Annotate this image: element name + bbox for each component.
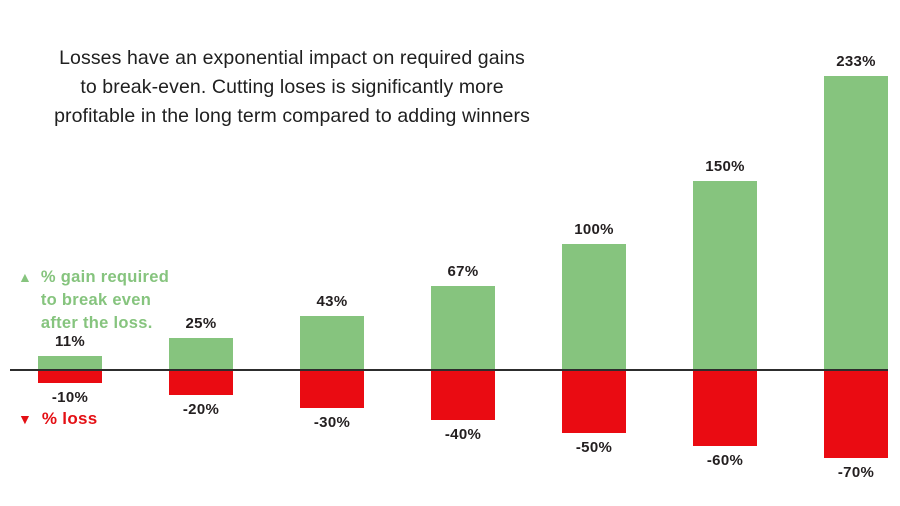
- gain-bar: [693, 181, 757, 370]
- legend-gain-line: to break even: [40, 291, 152, 309]
- legend-loss-label: % loss: [41, 409, 98, 428]
- loss-value-label: -70%: [837, 464, 875, 481]
- gain-value-label: 150%: [705, 158, 745, 175]
- loss-value-label: -20%: [182, 401, 220, 418]
- gain-value-label: 11%: [54, 333, 86, 350]
- chart-title: Losses have an exponential impact on req…: [37, 44, 547, 131]
- gain-bar: [431, 286, 495, 370]
- loss-bar: [431, 370, 495, 420]
- gain-value-label: 25%: [185, 315, 217, 332]
- loss-bar: [824, 370, 888, 458]
- loss-bar: [693, 370, 757, 446]
- loss-value-label: -30%: [313, 414, 351, 431]
- legend-gain-line: % gain required: [40, 268, 170, 286]
- gain-value-label: 67%: [447, 263, 479, 280]
- gain-bar: [300, 316, 364, 370]
- legend-loss: ▼ % loss: [18, 409, 98, 429]
- gain-bar: [169, 338, 233, 370]
- gain-bar: [562, 244, 626, 370]
- gain-bar: [38, 356, 102, 370]
- gain-value-label: 233%: [836, 53, 876, 70]
- loss-bar: [562, 370, 626, 433]
- gain-value-label: 100%: [574, 221, 614, 238]
- loss-bar: [38, 370, 102, 383]
- gain-bar: [824, 76, 888, 370]
- title-line: to break-even. Cutting loses is signific…: [80, 76, 504, 98]
- loss-bar: [300, 370, 364, 408]
- loss-value-label: -40%: [444, 426, 482, 443]
- loss-bar: [169, 370, 233, 395]
- loss-value-label: -10%: [51, 389, 89, 406]
- legend-gain-line: after the loss.: [40, 314, 153, 332]
- loss-value-label: -60%: [706, 452, 744, 469]
- title-line: profitable in the long term compared to …: [54, 105, 530, 127]
- title-line: Losses have an exponential impact on req…: [59, 47, 525, 69]
- legend-gain-label: % gain required to break even after the …: [41, 266, 169, 335]
- triangle-down-icon: ▼: [18, 411, 32, 427]
- loss-value-label: -50%: [575, 439, 613, 456]
- triangle-up-icon: ▲: [18, 269, 32, 285]
- gain-value-label: 43%: [316, 293, 348, 310]
- baseline-axis: [10, 369, 888, 371]
- legend-gain: ▲ % gain required to break even after th…: [18, 266, 169, 335]
